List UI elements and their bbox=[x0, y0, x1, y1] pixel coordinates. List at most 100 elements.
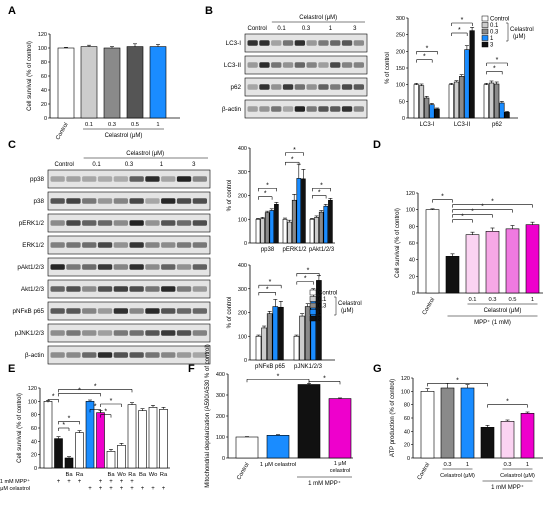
G-ytick-label: 120 bbox=[401, 376, 410, 382]
F-ylabel: Mitochondrial depolarization (A590/A530 … bbox=[205, 344, 211, 487]
C-band bbox=[50, 264, 65, 270]
panel-letter-A: A bbox=[8, 5, 16, 17]
C1-bar bbox=[296, 178, 302, 244]
chart-B: 0 50 100 150 200 250 300 % of control LC3-I LC3-I… bbox=[385, 16, 518, 128]
C1-ytick-label: 100 bbox=[238, 217, 247, 223]
B-category-label: LC3-I bbox=[420, 122, 435, 128]
C-band bbox=[50, 220, 65, 226]
C-band bbox=[82, 242, 97, 248]
E-celastrol-sign: + bbox=[120, 486, 124, 492]
B-band bbox=[341, 106, 353, 112]
C-blot-strip bbox=[47, 301, 211, 321]
E-bar bbox=[138, 410, 147, 469]
A-ytick-label: 100 bbox=[38, 46, 47, 52]
D-bar bbox=[465, 234, 480, 294]
C-band bbox=[145, 330, 160, 336]
C-row-label: Akt1/2/3 bbox=[21, 286, 45, 293]
G-bar bbox=[460, 387, 475, 459]
D-sig-star: * bbox=[481, 204, 484, 211]
B-ytick-label: 250 bbox=[396, 33, 405, 39]
F-bar bbox=[266, 435, 290, 459]
C-band bbox=[161, 308, 176, 314]
B-band bbox=[271, 40, 282, 46]
B-bar bbox=[413, 84, 419, 119]
F-ytick-label: 200 bbox=[216, 414, 225, 420]
C-band bbox=[82, 198, 97, 204]
legend-title: Celastrol bbox=[338, 301, 362, 307]
C-lane-label: 0.1 bbox=[92, 162, 101, 168]
C-band bbox=[176, 198, 192, 204]
C-band bbox=[145, 352, 160, 358]
B-ytick-label: 300 bbox=[396, 16, 405, 22]
B-bar bbox=[434, 108, 440, 119]
E-xtick-label: Ba bbox=[107, 472, 115, 478]
B-band bbox=[271, 106, 282, 112]
C-row-label: pAkt1/2/3 bbox=[17, 264, 44, 271]
C-band bbox=[82, 286, 97, 292]
D-ytick-label: 60 bbox=[409, 241, 415, 247]
F-ytick-label: 0 bbox=[222, 456, 225, 462]
C1-ytick-label: 200 bbox=[238, 194, 247, 200]
B-bar bbox=[494, 83, 500, 119]
C-band bbox=[66, 308, 81, 314]
C1-bar bbox=[274, 203, 279, 244]
F-ytick-label: 100 bbox=[216, 435, 225, 441]
C1-bar bbox=[255, 218, 261, 244]
E-ytick-label: 100 bbox=[28, 399, 37, 405]
D-ytick-label: 80 bbox=[409, 224, 415, 230]
C2-category-label: pJNK1/2/3 bbox=[294, 364, 323, 370]
legend-entry: 3 bbox=[490, 43, 494, 49]
E-xtick-label: Ra bbox=[160, 472, 168, 478]
C-band bbox=[145, 220, 160, 226]
C-band bbox=[50, 176, 65, 182]
C-band bbox=[176, 264, 192, 270]
C-band bbox=[66, 286, 81, 292]
C-band bbox=[50, 198, 65, 204]
B-band bbox=[330, 40, 341, 46]
C-band bbox=[161, 220, 176, 226]
panel-letter-F: F bbox=[188, 363, 195, 375]
C-band bbox=[82, 220, 97, 226]
C2-sig-star: * bbox=[304, 276, 307, 283]
panel-letter-D: D bbox=[373, 139, 381, 151]
F-group-label: 1 mM MPP⁺ bbox=[308, 480, 341, 487]
C-band bbox=[50, 242, 65, 248]
C-band bbox=[97, 352, 113, 358]
C-band bbox=[82, 176, 97, 182]
E-sig-star: * bbox=[110, 398, 113, 405]
D-ytick-label: 100 bbox=[406, 208, 415, 214]
legend-swatch bbox=[481, 35, 489, 41]
C-band bbox=[192, 352, 207, 358]
B-band bbox=[318, 106, 329, 112]
C-band bbox=[66, 264, 81, 270]
B-band bbox=[282, 62, 294, 68]
C2-ytick-label: 0 bbox=[244, 358, 247, 364]
chart-E: 0 20 40 60 80 100 120 Cell survival (% of contr… bbox=[0, 383, 170, 492]
E-bar bbox=[64, 457, 74, 469]
C-band bbox=[129, 176, 144, 182]
B-lane-label: 1 bbox=[329, 26, 333, 32]
B-ytick-label: 100 bbox=[396, 83, 405, 89]
C2-sig-star: * bbox=[307, 267, 310, 274]
C2-bar bbox=[278, 306, 284, 361]
C2-bar bbox=[261, 327, 267, 361]
D-bar bbox=[485, 231, 500, 294]
G-bar bbox=[480, 427, 495, 459]
G-ytick-label: 40 bbox=[404, 429, 410, 435]
B-bar bbox=[448, 84, 454, 119]
B-band bbox=[353, 84, 364, 90]
C-band bbox=[145, 242, 160, 248]
A-bar bbox=[57, 47, 75, 119]
E-ytick-label: 0 bbox=[34, 466, 37, 472]
A-ytick-label: 0 bbox=[44, 116, 47, 122]
B-blot-strip bbox=[244, 99, 368, 119]
C-band bbox=[113, 242, 128, 248]
F-xtick-label: 1 μM celastrol bbox=[260, 462, 296, 468]
C-blot-strip bbox=[47, 235, 211, 255]
B-bar bbox=[429, 104, 435, 119]
chart-C2: 0 100 200 300 400 % of control pNFκB p65 pJNK1/… bbox=[227, 263, 335, 370]
E-bar bbox=[106, 451, 116, 469]
C2-ylabel: % of control bbox=[227, 297, 233, 329]
C-blot-strip bbox=[47, 279, 211, 299]
